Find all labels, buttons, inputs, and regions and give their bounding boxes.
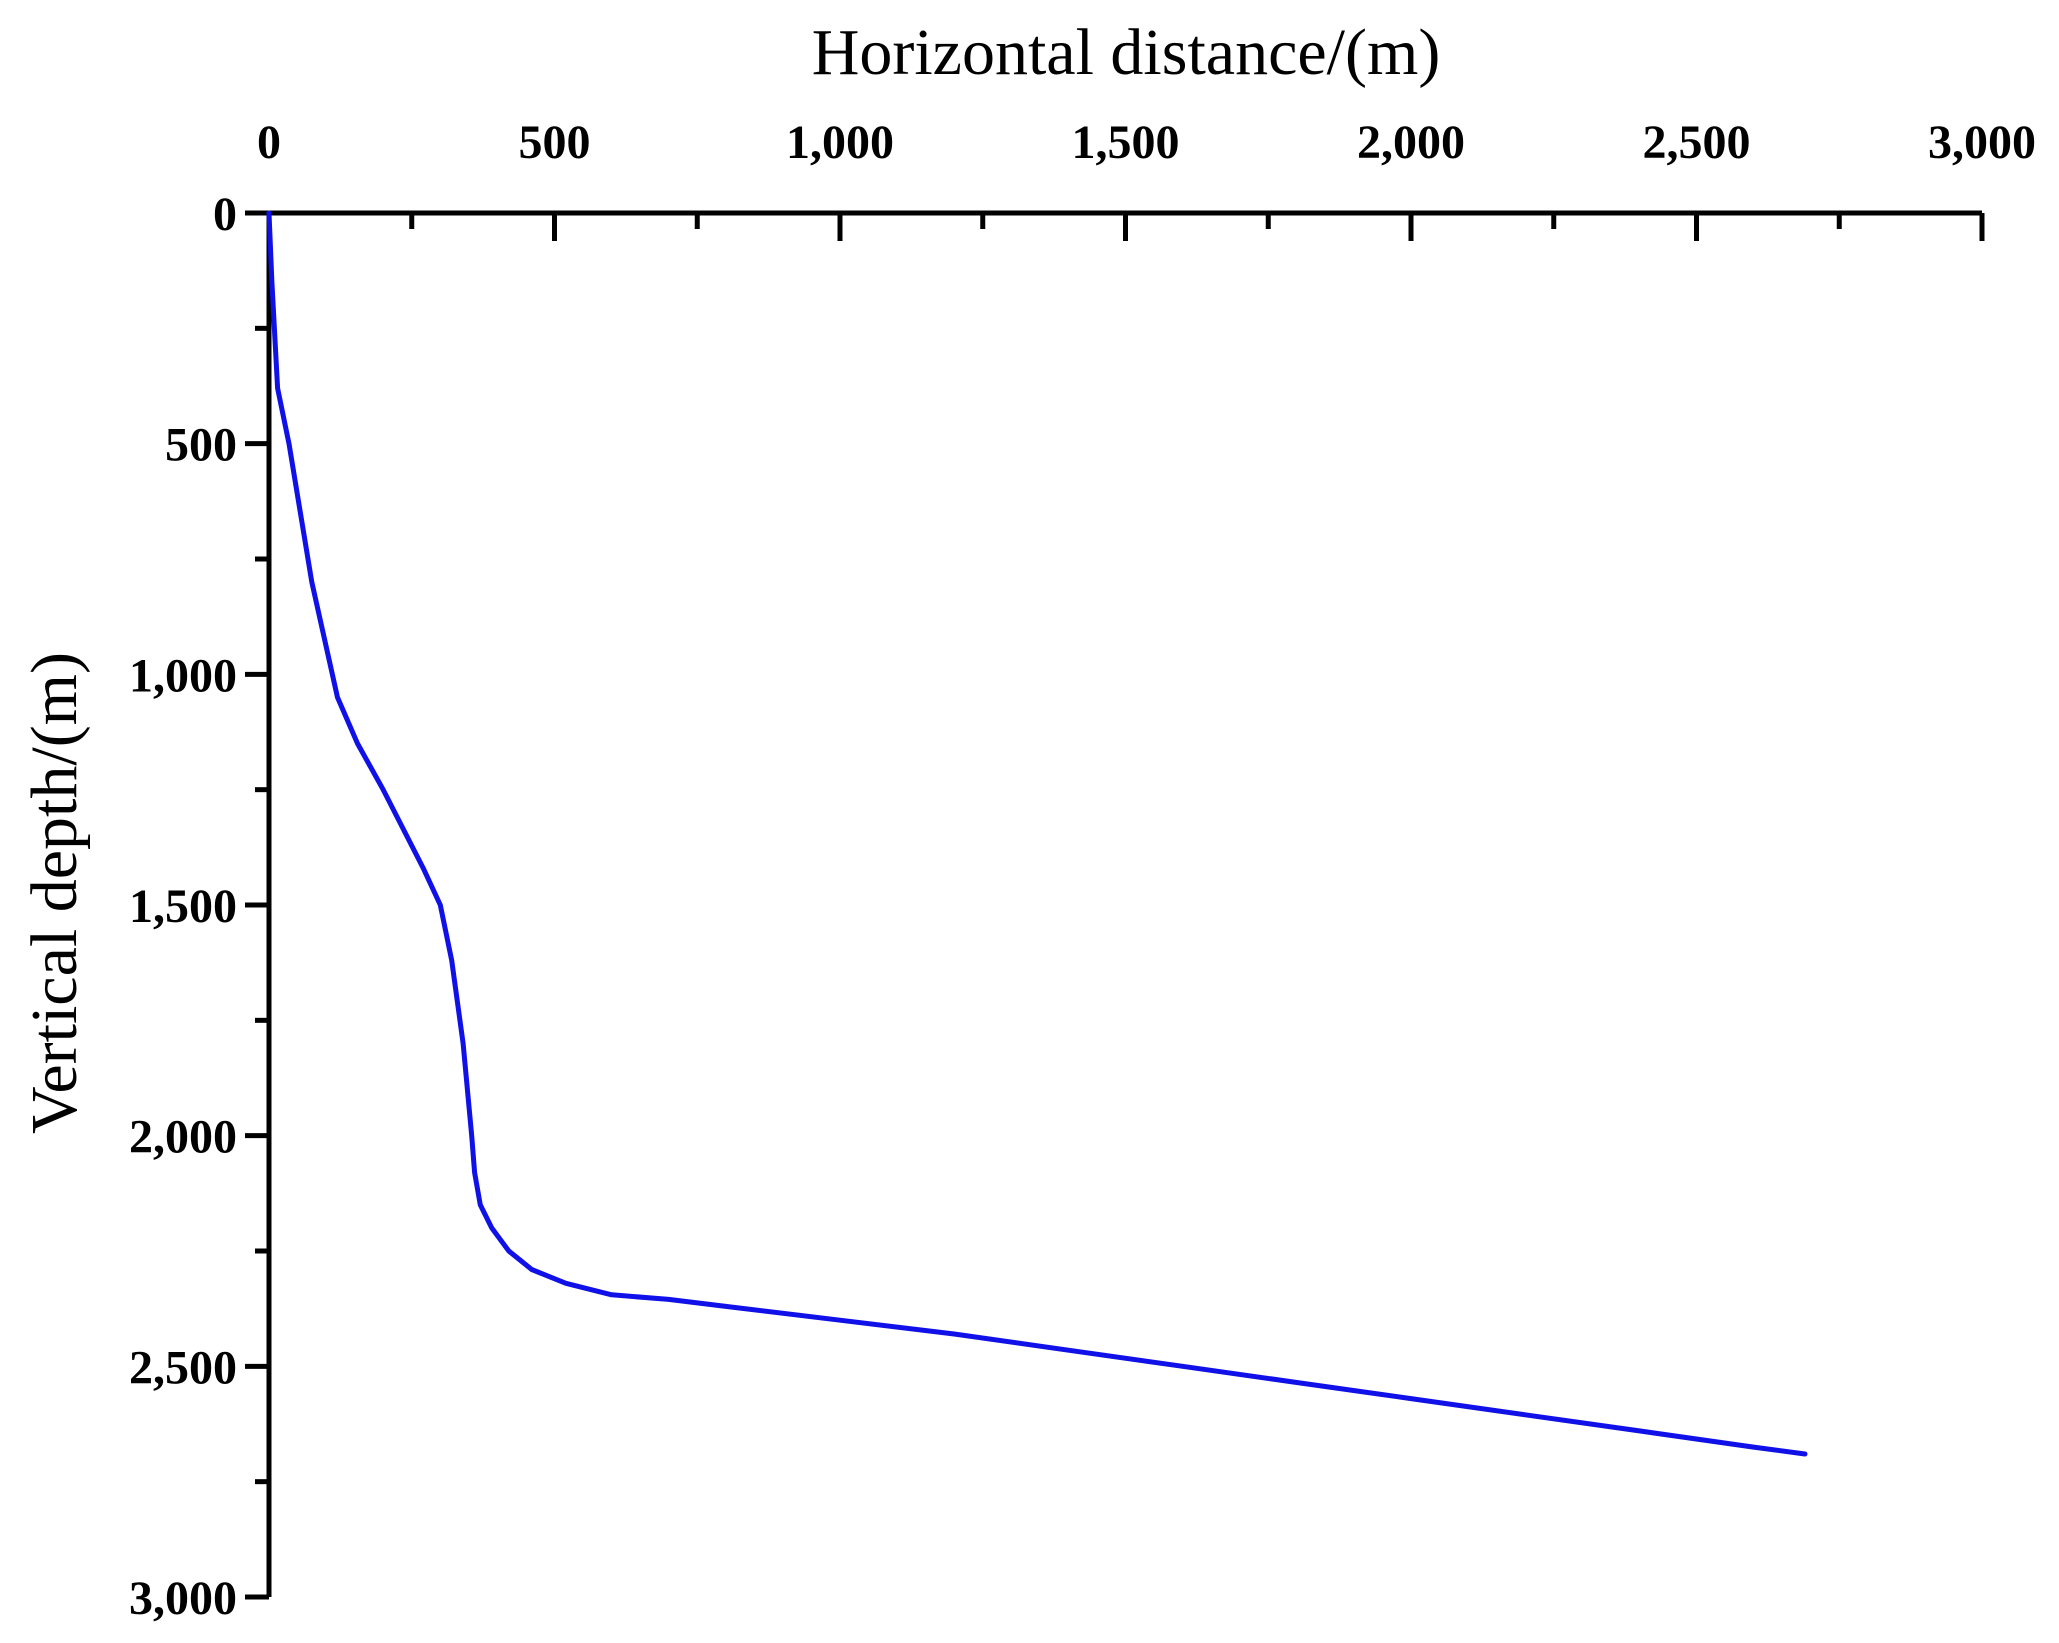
x-tick-label: 1,000 bbox=[786, 116, 894, 169]
y-tick-label: 2,500 bbox=[129, 1341, 237, 1394]
x-tick-label: 2,000 bbox=[1357, 116, 1465, 169]
x-tick-label: 2,500 bbox=[1643, 116, 1751, 169]
y-tick-label: 1,000 bbox=[129, 649, 237, 702]
x-tick-label: 1,500 bbox=[1072, 116, 1180, 169]
plot-series bbox=[266, 210, 1808, 1457]
y-tick-label: 500 bbox=[165, 419, 237, 472]
x-tick-label: 500 bbox=[519, 116, 591, 169]
series-line bbox=[266, 210, 1808, 1457]
x-tick-label: 0 bbox=[257, 116, 281, 169]
x-axis: 0 500 1,000 1,500 2,000 2,500 3,000 bbox=[257, 116, 2036, 241]
y-tick-label: 1,500 bbox=[129, 880, 237, 933]
y-axis-title: Vertical depth/(m) bbox=[18, 652, 91, 1134]
y-tick-label: 2,000 bbox=[129, 1111, 237, 1164]
x-axis-title: Horizontal distance/(m) bbox=[812, 16, 1441, 89]
y-axis: 0 500 1,000 1,500 2,000 2,500 3,000 bbox=[129, 188, 272, 1625]
y-tick-label: 0 bbox=[213, 188, 237, 241]
x-tick-label: 3,000 bbox=[1928, 116, 2036, 169]
y-tick-label: 3,000 bbox=[129, 1572, 237, 1625]
